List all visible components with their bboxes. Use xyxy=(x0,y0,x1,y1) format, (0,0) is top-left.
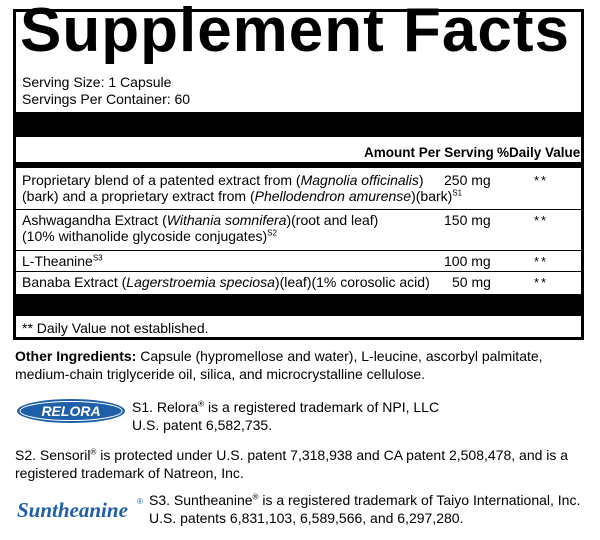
other-ingredients-label: Other Ingredients: xyxy=(15,348,137,364)
dv-row-3: ** xyxy=(534,254,549,269)
suntheanine-logo: Suntheanine ® xyxy=(17,497,143,522)
thick-divider-top xyxy=(16,112,581,137)
header-amount-per-serving: Amount Per Serving xyxy=(364,145,494,160)
svg-text:Suntheanine: Suntheanine xyxy=(17,498,128,522)
footnote: ** Daily Value not established. xyxy=(22,320,209,336)
amount-row-4: 50 mg xyxy=(452,274,491,290)
supplement-facts-panel: Supplement Facts Serving Size: 1 Capsule… xyxy=(13,0,584,340)
serving-size: Serving Size: 1 Capsule xyxy=(22,74,172,90)
thick-divider-bottom xyxy=(16,294,581,316)
svg-text:®: ® xyxy=(137,497,143,506)
other-ingredients-text: Capsule (hypromellose and water), L-leuc… xyxy=(15,348,543,382)
row-divider xyxy=(16,271,581,272)
svg-text:RELORA: RELORA xyxy=(41,403,100,419)
trademark-s2: S2. Sensoril® is protected under U.S. pa… xyxy=(15,447,569,481)
amount-row-1: 250 mg xyxy=(444,172,491,188)
row-divider xyxy=(16,250,581,251)
ingredient-row-2: Ashwagandha Extract (Withania somnifera)… xyxy=(22,212,379,244)
ingredient-row-1: Proprietary blend of a patented extract … xyxy=(22,172,463,204)
relora-logo: RELORA xyxy=(17,399,125,423)
panel-title: Supplement Facts xyxy=(20,0,570,65)
trademark-s3: S3. Suntheanine® is a registered tradema… xyxy=(149,492,581,526)
row-divider xyxy=(16,209,581,210)
ingredient-row-4: Banaba Extract (Lagerstroemia speciosa)(… xyxy=(22,274,430,290)
medium-divider xyxy=(16,162,581,168)
header-daily-value: %Daily Value xyxy=(497,145,581,160)
dv-row-1: ** xyxy=(534,173,549,188)
dv-row-2: ** xyxy=(534,213,549,228)
amount-row-3: 100 mg xyxy=(444,253,491,269)
dv-row-4: ** xyxy=(534,275,549,290)
ingredient-row-3: L-TheanineS3 xyxy=(22,253,103,269)
trademark-s1: S1. Relora® is a registered trademark of… xyxy=(132,399,440,433)
other-ingredients: Other Ingredients: Capsule (hypromellose… xyxy=(15,347,590,383)
amount-row-2: 150 mg xyxy=(444,212,491,228)
servings-per-container: Servings Per Container: 60 xyxy=(22,91,191,107)
